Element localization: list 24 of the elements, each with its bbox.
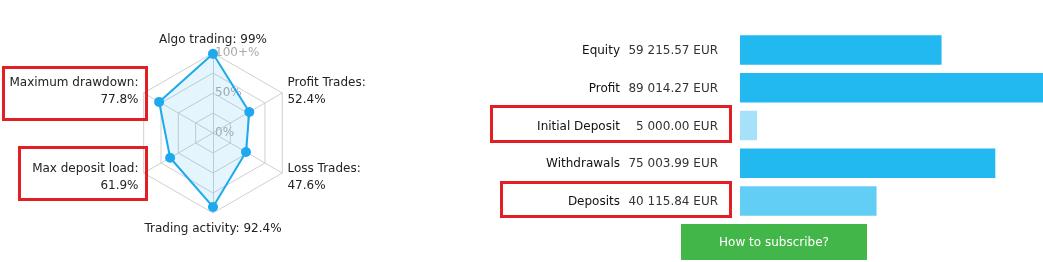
spoke-label: Maximum drawdown: 77.8% [9, 74, 139, 106]
data-label: 59 215.57 EUR [628, 42, 718, 57]
y-tick-label: Equity [582, 42, 620, 57]
y-tick-label: 0% [215, 125, 235, 139]
subscribe-button: How to subscribe? [681, 224, 867, 260]
data-label: 40 115.84 EUR [628, 194, 718, 209]
data-label: 75 003.99 EUR [628, 156, 718, 171]
bar [740, 72, 1043, 103]
y-tick-label: 100+% [215, 45, 260, 59]
y-tick-label: Withdrawals [546, 156, 620, 171]
bar [740, 35, 942, 65]
y-tick-label: Deposits [567, 194, 620, 209]
y-tick-label: Profit [588, 80, 621, 95]
spoke-label: Loss Trades: 47.6% [287, 160, 361, 192]
data-label: 89 014.27 EUR [628, 80, 718, 95]
data-label: 5 000.00 EUR [636, 118, 718, 133]
y-tick-label: Initial Deposit [537, 118, 621, 133]
spoke-label: Max deposit load: 61.9% [32, 160, 139, 192]
bar [740, 110, 758, 141]
spoke-label: Trading activity: 92.4% [143, 220, 282, 235]
bar [740, 186, 877, 216]
spoke-label: Algo trading: 99% [158, 31, 268, 46]
spoke-label: Profit Trades: 52.4% [287, 74, 366, 106]
bar [740, 148, 996, 179]
